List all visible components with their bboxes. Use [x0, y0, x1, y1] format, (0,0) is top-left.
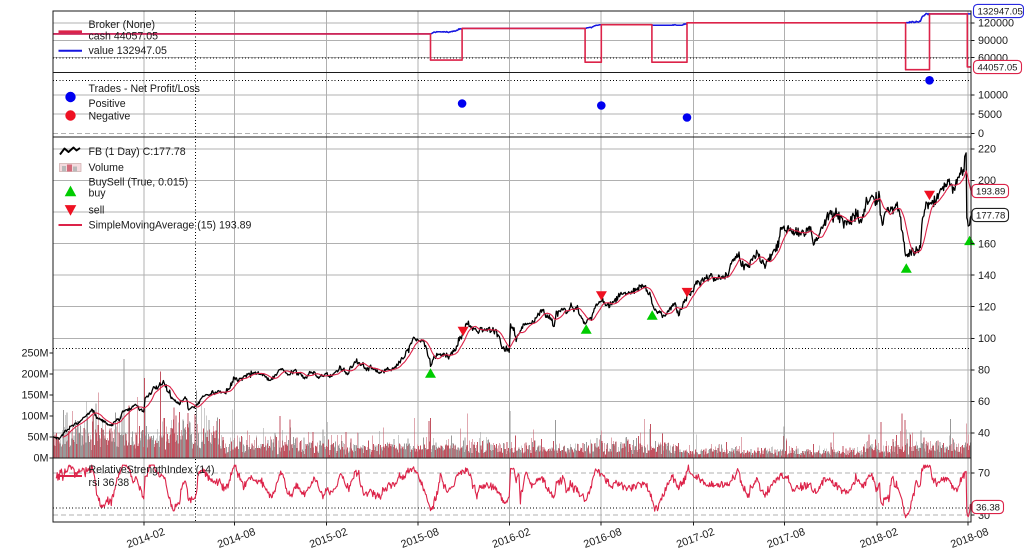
svg-text:36.38: 36.38 [976, 502, 1000, 513]
svg-text:220: 220 [978, 144, 996, 156]
svg-text:100M: 100M [21, 411, 48, 423]
svg-text:100: 100 [978, 333, 996, 345]
svg-text:FB (1 Day) C:177.78: FB (1 Day) C:177.78 [89, 146, 186, 158]
svg-text:10000: 10000 [978, 90, 1008, 102]
svg-text:Positive: Positive [89, 98, 126, 110]
svg-text:cash 44057.05: cash 44057.05 [89, 31, 159, 43]
svg-text:Negative: Negative [89, 110, 131, 122]
svg-text:120000: 120000 [978, 18, 1014, 30]
svg-text:60: 60 [978, 396, 990, 408]
svg-text:Trades - Net Profit/Loss: Trades - Net Profit/Loss [89, 83, 200, 95]
svg-text:Broker (None): Broker (None) [89, 19, 156, 31]
svg-text:120: 120 [978, 301, 996, 313]
svg-text:Volume: Volume [89, 162, 124, 174]
svg-text:177.78: 177.78 [976, 210, 1005, 221]
svg-text:SimpleMovingAverage (15) 193.8: SimpleMovingAverage (15) 193.89 [89, 219, 252, 231]
svg-text:140: 140 [978, 270, 996, 282]
svg-text:rsi 36.38: rsi 36.38 [89, 477, 130, 489]
svg-text:50M: 50M [27, 432, 48, 444]
svg-text:40: 40 [978, 428, 990, 440]
svg-text:160: 160 [978, 238, 996, 250]
svg-text:132947.05: 132947.05 [978, 6, 1023, 17]
svg-text:70: 70 [978, 468, 990, 480]
svg-text:250M: 250M [21, 348, 48, 360]
svg-text:0M: 0M [34, 453, 49, 465]
svg-text:sell: sell [89, 204, 105, 216]
svg-text:RelativeStrengthIndex (14): RelativeStrengthIndex (14) [89, 464, 215, 476]
svg-text:80: 80 [978, 365, 990, 377]
svg-text:193.89: 193.89 [976, 186, 1005, 197]
svg-text:value 132947.05: value 132947.05 [89, 45, 167, 57]
svg-text:5000: 5000 [978, 109, 1002, 121]
svg-text:0: 0 [978, 128, 984, 140]
svg-text:44057.05: 44057.05 [978, 62, 1018, 73]
svg-text:90000: 90000 [978, 35, 1008, 47]
svg-text:BuySell (True, 0.015): BuySell (True, 0.015) [89, 176, 189, 188]
svg-text:150M: 150M [21, 390, 48, 402]
svg-text:buy: buy [89, 187, 107, 199]
svg-text:200M: 200M [21, 369, 48, 381]
